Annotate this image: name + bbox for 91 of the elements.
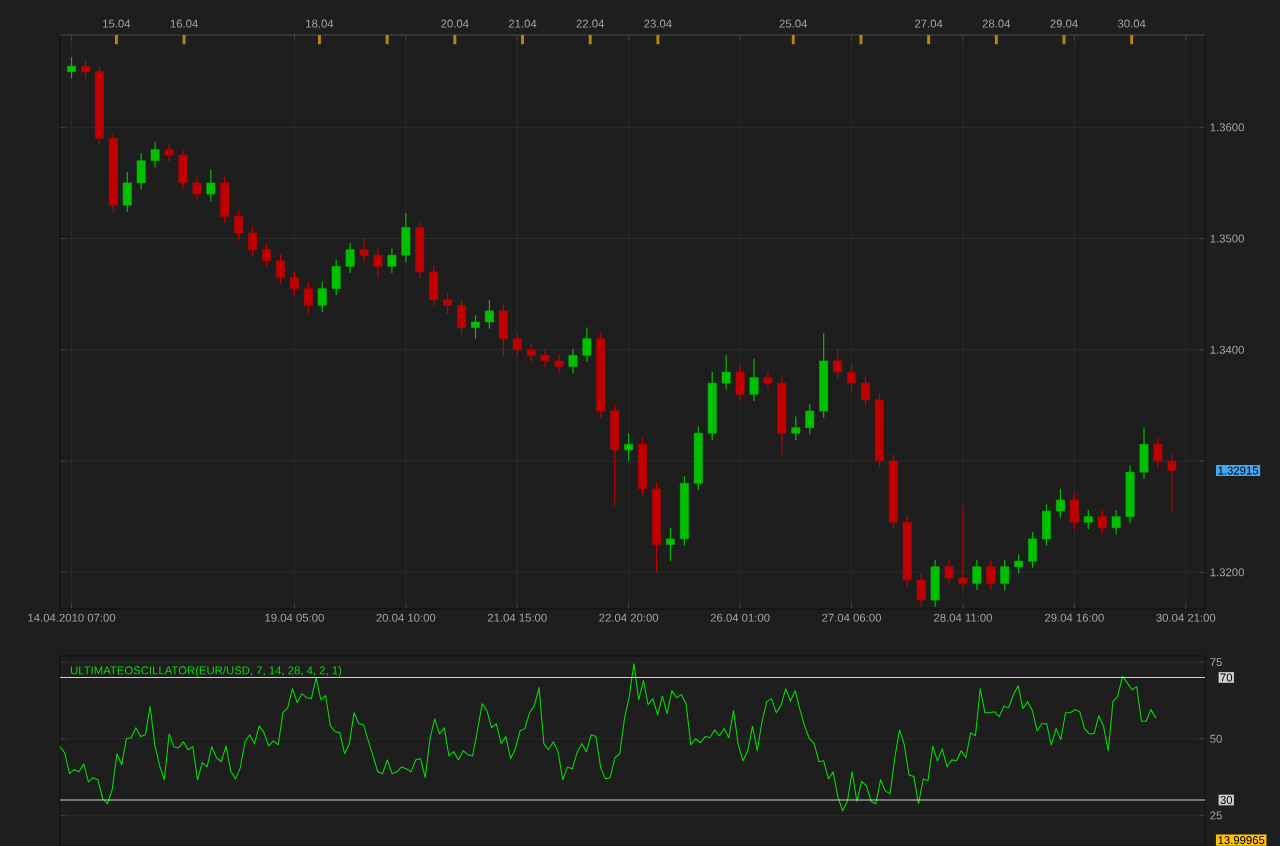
- candlestick: [443, 292, 453, 315]
- y-tick-label: 1.3500: [1210, 234, 1244, 243]
- candlestick: [540, 348, 550, 369]
- candlestick: [248, 225, 258, 257]
- candlestick: [735, 364, 745, 402]
- ref-line-label: 70: [1220, 673, 1233, 682]
- x2-tick-label: 21.04: [508, 19, 537, 28]
- x-tick-label: 20.04 10:00: [376, 613, 436, 622]
- x-tick-label: 22.04 20:00: [599, 613, 659, 622]
- candlestick: [1014, 553, 1024, 574]
- y-tick-label: 1.3600: [1210, 123, 1244, 132]
- candlestick: [666, 527, 675, 562]
- x-tick-label: 29.04 16:00: [1045, 613, 1104, 622]
- x2-tick-label: 23.04: [644, 19, 672, 28]
- candlestick: [958, 504, 968, 591]
- candlestick: [164, 142, 174, 163]
- x2-tick-label: 30.04: [1117, 19, 1146, 28]
- text: 13.99965: [1218, 836, 1265, 845]
- candlestick: [1083, 509, 1093, 530]
- candlestick: [833, 349, 843, 380]
- candlestick: [484, 299, 494, 330]
- line-series: [59, 663, 1157, 812]
- x2-tick-label: 27.04: [915, 19, 943, 28]
- candlestick: [457, 298, 466, 335]
- candlestick: [1167, 453, 1177, 512]
- candlestick: [861, 375, 870, 408]
- candlestick: [471, 314, 480, 340]
- candlestick: [1069, 492, 1079, 530]
- candlestick: [136, 152, 146, 191]
- ref-line-label: 30: [1220, 796, 1233, 805]
- candlestick: [359, 237, 369, 263]
- candlestick: [387, 247, 397, 274]
- candlestick: [234, 209, 244, 242]
- candlestick: [331, 259, 341, 296]
- x2-tick-label: 16.04: [170, 19, 198, 28]
- candlestick: [303, 281, 313, 315]
- candlestick: [805, 403, 815, 435]
- candlestick: [1056, 488, 1065, 519]
- x2-tick-label: 29.04: [1050, 19, 1078, 28]
- candlestick: [749, 358, 759, 402]
- candlestick: [916, 572, 926, 608]
- candlestick: [526, 342, 536, 363]
- text: 1.32915: [1218, 466, 1259, 475]
- x2-tick-label: 20.04: [441, 19, 469, 28]
- candlestick: [1111, 509, 1121, 536]
- candlestick: [986, 559, 996, 591]
- x2-tick-label: 15.04: [103, 19, 131, 28]
- x-tick-label: 14.04.2010 07:00: [28, 613, 116, 622]
- candlestick: [67, 56, 77, 79]
- candlestick: [512, 331, 522, 358]
- candlestick: [192, 175, 202, 202]
- candlestick: [554, 353, 564, 374]
- x2-tick-label: 25.04: [779, 19, 808, 28]
- x-tick-label: 21.04 15:00: [487, 613, 547, 622]
- candlestick: [791, 415, 801, 441]
- candlestick: [262, 242, 271, 269]
- y-tick-label: 1.3400: [1210, 345, 1244, 354]
- text: ULTIMATEOSCILLATOR(EUR/USD, 7, 14, 28, 4, 2, 1): [70, 666, 342, 677]
- candlestick: [568, 348, 578, 374]
- candlestick: [206, 168, 216, 203]
- candlestick: [81, 57, 90, 79]
- candlestick: [289, 270, 299, 296]
- y-tick-label: 75: [1210, 658, 1222, 667]
- candlestick: [345, 242, 355, 274]
- y-tick-label: 50: [1210, 734, 1222, 743]
- candlestick: [721, 354, 731, 391]
- candlestick: [150, 141, 160, 168]
- x-tick-label: 30.04 21:00: [1156, 613, 1216, 622]
- candlestick: [276, 253, 285, 285]
- candlestick: [1028, 531, 1038, 569]
- candlestick: [624, 432, 634, 462]
- x-tick-label: 28.04 11:00: [934, 613, 993, 622]
- candlestick: [847, 364, 856, 391]
- x2-tick-label: 22.04: [576, 19, 605, 28]
- candlestick: [972, 559, 982, 591]
- candlestick: [1000, 559, 1010, 591]
- candlestick: [582, 326, 592, 363]
- y-tick-label: 1.3200: [1210, 568, 1244, 577]
- candlestick: [1097, 509, 1107, 536]
- y-tick-label: 25: [1210, 811, 1222, 820]
- candlestick: [1153, 437, 1163, 469]
- candlestick: [373, 247, 383, 279]
- candlestick: [763, 370, 773, 391]
- candlestick: [122, 171, 132, 213]
- candlestick: [317, 281, 327, 313]
- x-tick-label: 27.04 06:00: [822, 613, 881, 622]
- x-tick-label: 19.04 05:00: [265, 613, 324, 622]
- x2-tick-label: 28.04: [982, 19, 1011, 28]
- x2-tick-label: 18.04: [306, 19, 334, 28]
- x-tick-label: 26.04 01:00: [710, 613, 770, 622]
- candlestick: [944, 559, 954, 586]
